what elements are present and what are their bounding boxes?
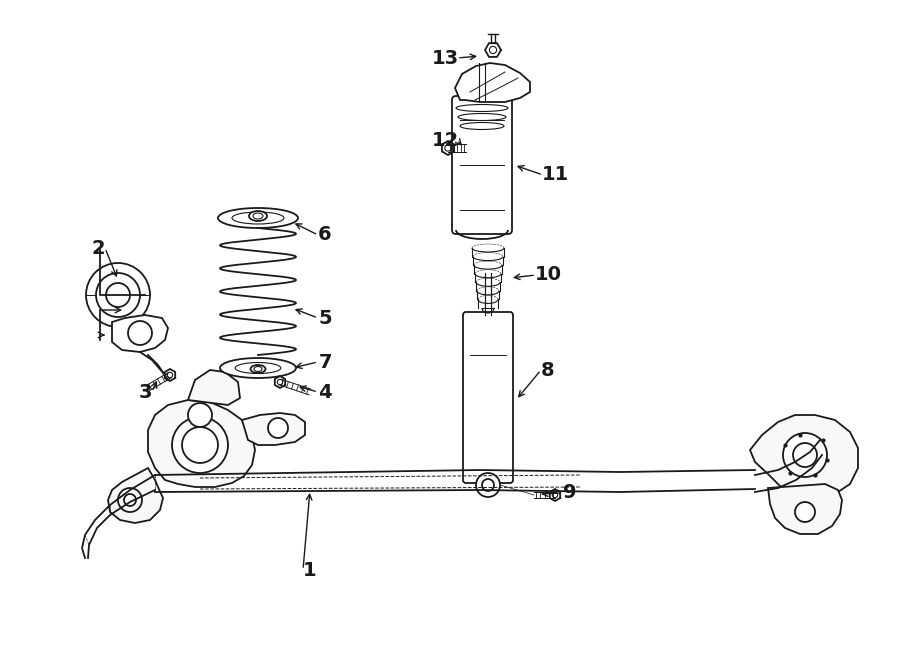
Circle shape (476, 473, 500, 497)
Polygon shape (750, 415, 858, 498)
Circle shape (793, 443, 817, 467)
Ellipse shape (218, 208, 298, 228)
Circle shape (172, 417, 228, 473)
Polygon shape (242, 413, 305, 445)
Polygon shape (112, 315, 168, 352)
Ellipse shape (220, 358, 296, 378)
Ellipse shape (254, 367, 262, 371)
Text: 6: 6 (319, 226, 332, 244)
Polygon shape (108, 468, 163, 523)
Ellipse shape (456, 105, 508, 111)
Text: 9: 9 (563, 483, 577, 502)
Circle shape (795, 502, 815, 522)
Ellipse shape (235, 363, 281, 373)
Polygon shape (768, 484, 842, 534)
Circle shape (482, 479, 494, 491)
Ellipse shape (460, 122, 504, 130)
Circle shape (124, 494, 136, 506)
Circle shape (96, 273, 140, 317)
Text: 10: 10 (535, 265, 562, 285)
Text: 13: 13 (431, 48, 459, 68)
Text: 5: 5 (319, 308, 332, 328)
FancyBboxPatch shape (452, 96, 512, 234)
Text: 8: 8 (541, 361, 554, 379)
Text: 11: 11 (542, 166, 569, 185)
Ellipse shape (249, 211, 267, 221)
Text: 12: 12 (431, 130, 459, 150)
Polygon shape (188, 370, 240, 405)
Text: 3: 3 (139, 383, 152, 401)
Circle shape (106, 283, 130, 307)
Text: 1: 1 (303, 561, 317, 579)
Circle shape (268, 418, 288, 438)
Text: 7: 7 (319, 352, 332, 371)
Ellipse shape (253, 213, 263, 219)
Circle shape (188, 403, 212, 427)
Text: 2: 2 (91, 238, 104, 258)
Ellipse shape (250, 365, 266, 373)
Ellipse shape (232, 212, 284, 224)
Circle shape (783, 433, 827, 477)
Circle shape (86, 263, 150, 327)
Text: 4: 4 (319, 383, 332, 401)
Circle shape (128, 321, 152, 345)
Ellipse shape (458, 113, 506, 120)
Polygon shape (455, 63, 530, 102)
FancyBboxPatch shape (463, 312, 513, 483)
Polygon shape (148, 400, 255, 487)
Circle shape (118, 488, 142, 512)
Circle shape (182, 427, 218, 463)
